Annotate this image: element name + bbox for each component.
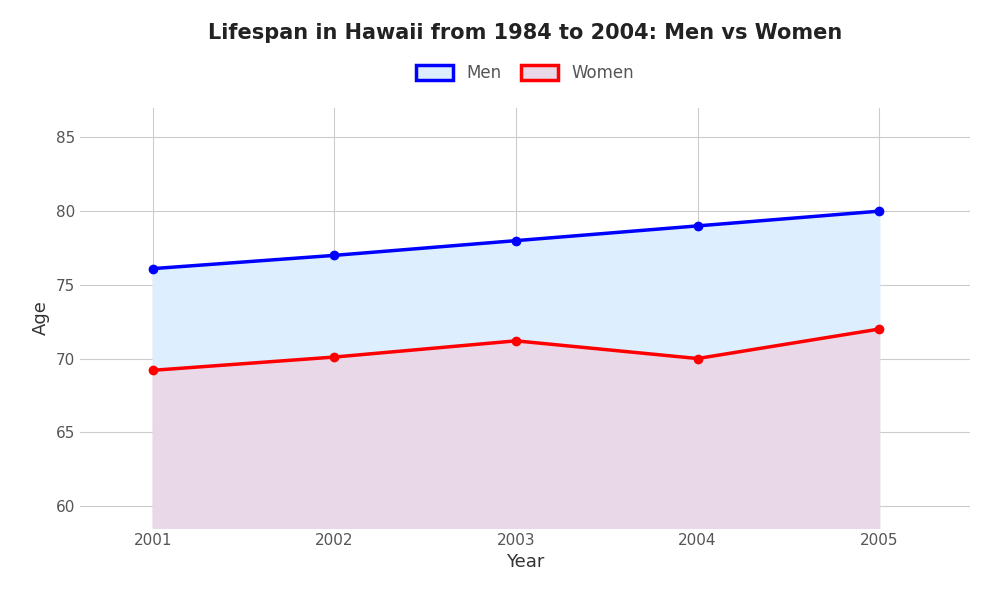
Title: Lifespan in Hawaii from 1984 to 2004: Men vs Women: Lifespan in Hawaii from 1984 to 2004: Me… <box>208 23 842 43</box>
X-axis label: Year: Year <box>506 553 544 571</box>
Legend: Men, Women: Men, Women <box>409 58 641 89</box>
Y-axis label: Age: Age <box>32 301 50 335</box>
